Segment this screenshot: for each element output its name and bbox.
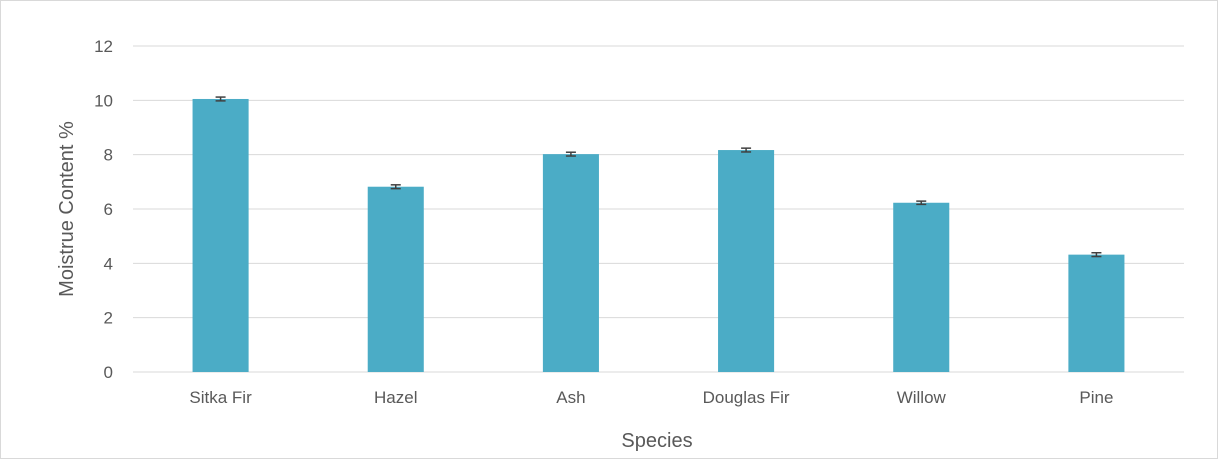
- error-bar: [1091, 251, 1102, 258]
- error-bars: [215, 96, 1102, 258]
- x-tick-label: Douglas Fir: [703, 388, 790, 407]
- error-bar: [741, 147, 752, 153]
- bar: [893, 202, 950, 372]
- y-tick-label: 12: [94, 37, 113, 56]
- error-bar: [916, 200, 927, 206]
- y-tick-label: 0: [104, 363, 113, 382]
- bar: [1068, 254, 1125, 372]
- error-bar: [390, 184, 401, 190]
- bar: [542, 154, 599, 372]
- y-tick-label: 10: [94, 91, 113, 110]
- y-tick-label: 4: [104, 254, 113, 273]
- y-tick-label: 8: [104, 146, 113, 165]
- y-axis-title: Moistrue Content %: [56, 121, 78, 297]
- bar: [367, 186, 424, 372]
- x-tick-label: Pine: [1079, 388, 1113, 407]
- bar: [192, 98, 249, 372]
- x-tick-label: Ash: [556, 388, 585, 407]
- bar: [718, 150, 775, 372]
- gridlines: [133, 45, 1184, 373]
- error-bar: [565, 151, 576, 157]
- x-tick-labels: Sitka Fir Hazel Ash Douglas Fir Willow Pine: [189, 388, 1113, 407]
- x-tick-label: Willow: [897, 388, 947, 407]
- x-tick-label: Sitka Fir: [189, 388, 252, 407]
- x-tick-label: Hazel: [374, 388, 417, 407]
- y-tick-label: 2: [104, 309, 113, 328]
- y-tick-labels: 0 2 4 6 8 10 12: [94, 37, 113, 382]
- x-axis-title: Species: [621, 430, 692, 452]
- error-bar: [215, 96, 226, 102]
- y-tick-label: 6: [104, 200, 113, 219]
- bars: [192, 98, 1125, 372]
